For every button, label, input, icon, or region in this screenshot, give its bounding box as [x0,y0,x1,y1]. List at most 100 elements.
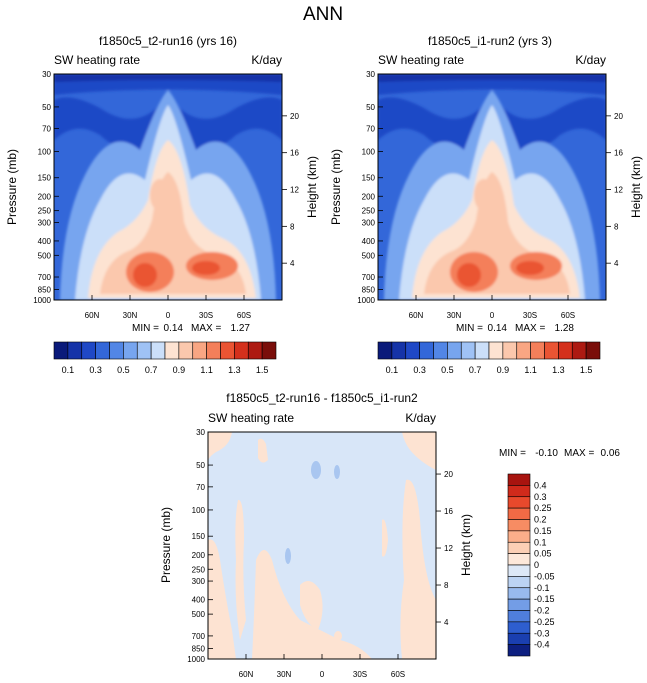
colorbar-swatch [507,598,531,611]
max-label: MAX = [191,323,221,334]
latitude-tick-label: 30N [447,311,462,320]
colorbar-swatch [377,341,393,360]
colorbar-swatch [507,621,531,634]
variable-label: SW heating rate [378,53,464,67]
variable-label: SW heating rate [208,411,294,425]
pressure-tick-label: 400 [38,237,52,246]
colorbar-label: -0.15 [534,594,555,604]
pressure-tick-label: 1000 [187,655,205,664]
chart-title: f1850c5_t2-run16 (yrs 16) [99,34,237,48]
pressure-tick-label: 200 [192,551,206,560]
colorbar-swatch [507,644,531,657]
colorbar-swatch [150,341,166,360]
colorbar-swatch [178,341,194,360]
y-axis-label-right: Height (km) [629,156,643,218]
colorbar-swatch [502,341,518,360]
colorbar-label: 0.1 [62,365,75,375]
pressure-tick-label: 100 [362,148,376,157]
colorbar-label: 0.05 [534,549,552,559]
latitude-tick-label: 60S [561,311,575,320]
height-tick-label: 16 [290,149,299,158]
colorbar-swatch [507,507,531,520]
pressure-tick-label: 100 [38,148,52,157]
colorbar-swatch [507,632,531,645]
latitude-tick-label: 30N [123,311,138,320]
min-label: MIN = [456,323,483,334]
positive-patch-nw [208,432,232,460]
colorbar-swatch [507,564,531,577]
pressure-tick-label: 500 [192,610,206,619]
colorbar-label: 0.15 [534,526,552,536]
pressure-tick-label: 850 [38,286,52,295]
positive-speck-north [258,438,268,463]
colorbar-swatch [507,576,531,589]
colorbar-label: -0.1 [534,583,550,593]
colorbar-swatch [67,341,83,360]
positive-speck-east [382,519,388,557]
colorbar-swatch [405,341,420,360]
contour-field [54,74,282,300]
negative-speck [285,548,291,564]
height-tick-label: 4 [444,618,449,627]
latitude-tick-label: 0 [320,670,325,679]
field-background [208,432,436,659]
latitude-tick-label: 60N [239,670,254,679]
pressure-tick-label: 250 [362,207,376,216]
colorbar-swatch [419,341,434,360]
height-tick-label: 8 [614,222,619,231]
colorbar-swatch [507,610,531,623]
colorbar-label: 0.5 [441,365,454,375]
positive-patch-east [400,479,436,659]
red-max-north [133,263,157,287]
units-label: K/day [405,411,436,425]
height-tick-label: 8 [444,581,449,590]
pressure-tick-label: 150 [192,532,206,541]
colorbar-label: 0.7 [145,365,158,375]
max-value: 0.06 [601,448,621,459]
colorbar-label: 0.3 [534,492,547,502]
chart-panel-difference: f1850c5_t2-run16 - f1850c5_i1-run2 SW he… [159,391,620,679]
pressure-tick-label: 50 [366,103,375,112]
colorbar-swatch [261,341,277,360]
height-tick-label: 16 [444,507,453,516]
pressure-tick-label: 250 [192,565,206,574]
colorbar-swatch [507,496,531,509]
colorbar-swatch [488,341,504,360]
colorbar-label: 0.4 [534,480,547,490]
pressure-tick-label: 150 [38,174,52,183]
red-max-south [192,261,220,275]
latitude-tick-label: 60S [391,670,405,679]
colorbar-swatch [516,341,531,360]
pressure-tick-label: 100 [192,506,206,515]
colorbar-swatch [544,341,559,360]
colorbar-swatch [507,553,531,566]
min-label: MIN = [132,323,159,334]
colorbar-swatch [507,530,531,543]
red-max-south [516,261,544,275]
colorbar-swatch [234,341,249,360]
pressure-tick-label: 200 [362,192,376,201]
colorbar-label: 0.7 [469,365,482,375]
max-value: 1.28 [555,323,575,334]
max-label: MAX = [515,323,545,334]
colorbar-swatch [136,341,152,360]
colorbar-left: 0.1 0.3 0.5 0.7 0.9 1.1 1.3 1.5 [53,341,277,375]
colorbar-label: 1.5 [580,365,593,375]
colorbar-label: 0.25 [534,503,552,513]
pressure-tick-label: 700 [362,273,376,282]
y-axis-label: Pressure (mb) [159,507,173,583]
max-label: MAX = [564,448,594,459]
height-tick-label: 16 [614,149,623,158]
height-tick-label: 12 [290,186,299,195]
colorbar-swatch [53,341,69,360]
pressure-tick-label: 50 [42,103,51,112]
colorbar-swatch [507,485,531,498]
latitude-tick-label: 60N [85,311,100,320]
pressure-tick-label: 50 [196,461,205,470]
colorbar-swatch [558,341,573,360]
units-label: K/day [251,53,282,67]
min-value: 0.14 [488,323,508,334]
latitude-tick-label: 30S [353,670,367,679]
max-value: 1.27 [231,323,251,334]
